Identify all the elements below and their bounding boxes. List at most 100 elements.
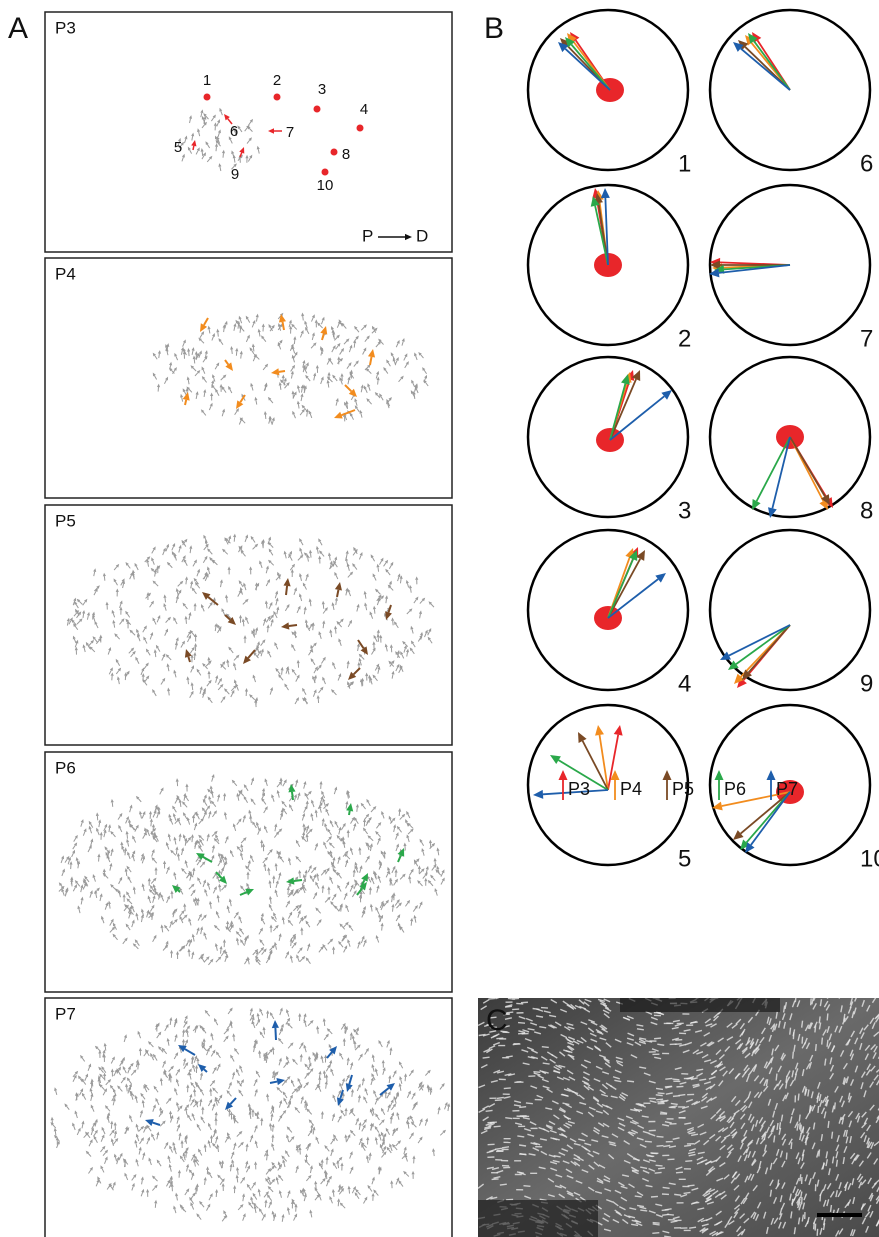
hair-arrow — [185, 860, 188, 868]
arrow-shaft — [92, 649, 95, 652]
hair-arrow — [410, 869, 414, 876]
arrow-head — [390, 644, 393, 648]
arrow-shaft — [252, 323, 254, 327]
hair-arrow — [207, 671, 210, 679]
arrow-head — [262, 788, 265, 792]
arrow-shaft — [320, 799, 322, 803]
hair-arrow — [334, 626, 337, 634]
arrow-head — [379, 860, 382, 864]
hair-arrow — [290, 564, 295, 570]
cell-streak — [657, 1136, 664, 1137]
arrow-shaft — [104, 833, 105, 837]
hair-arrow — [236, 937, 239, 945]
hair-arrow — [249, 694, 255, 700]
arrow-shaft — [274, 834, 277, 838]
arrow-shaft — [157, 814, 159, 818]
arrow-shaft — [110, 929, 113, 932]
hair-arrow — [181, 847, 184, 855]
arrow-shaft — [298, 859, 301, 862]
hair-arrow — [384, 560, 389, 567]
hair-arrow — [182, 914, 188, 920]
arrow-shaft — [428, 631, 430, 635]
hair-arrow — [389, 562, 393, 569]
arrow-shaft — [242, 856, 243, 860]
hair-arrow — [292, 390, 295, 398]
cell-streak — [717, 995, 723, 998]
arrow-head — [302, 360, 305, 364]
arrow-shaft — [419, 904, 421, 908]
arrow-shaft — [383, 814, 385, 818]
arrow-shaft — [334, 377, 337, 381]
hair-arrow — [243, 635, 246, 643]
hair-arrow — [126, 923, 131, 930]
hair-arrow — [143, 625, 147, 632]
arrow-head — [224, 812, 227, 816]
hair-arrow — [250, 383, 253, 391]
arrow-shaft — [301, 388, 302, 392]
arrow-shaft — [84, 648, 85, 652]
arrow-shaft — [73, 887, 75, 891]
arrow-head — [165, 941, 168, 945]
arrow-head — [271, 794, 274, 798]
arrow-shaft — [186, 942, 188, 946]
arrow-shaft — [420, 614, 421, 618]
arrow-head — [175, 846, 178, 850]
arrow-shaft — [276, 883, 277, 887]
hair-arrow — [277, 790, 280, 798]
arrow-shaft — [312, 816, 313, 820]
arrow-shaft — [298, 843, 300, 847]
hair-arrow — [133, 886, 136, 894]
hair-arrow — [80, 897, 83, 905]
arrow-shaft — [172, 546, 174, 550]
arrow-head — [181, 347, 184, 351]
hair-arrow — [247, 126, 253, 132]
arrow-shaft — [213, 875, 216, 879]
hair-arrow — [284, 551, 287, 559]
arrow-shaft — [346, 554, 347, 558]
arrow-shaft — [295, 634, 296, 638]
hair-arrow — [263, 857, 268, 863]
hair-arrow — [230, 850, 233, 857]
arrow-shaft — [248, 158, 250, 162]
hair-arrow — [211, 774, 214, 782]
hair-arrow — [270, 687, 273, 695]
arrow-shaft — [116, 670, 119, 674]
arrow-head — [265, 600, 268, 604]
arrow-shaft — [205, 577, 207, 581]
arrow-shaft — [258, 149, 259, 153]
arrow-shaft — [155, 653, 156, 657]
hair-arrow — [239, 615, 242, 623]
hair-arrow — [348, 571, 353, 577]
cell-streak — [502, 1147, 509, 1148]
arrow-shaft — [339, 830, 340, 834]
arrow-shaft — [275, 594, 276, 598]
hair-arrow — [188, 918, 191, 926]
arrow-head — [282, 374, 285, 378]
hair-arrow — [139, 811, 142, 819]
arrow-shaft — [217, 122, 219, 126]
arrow-shaft — [238, 324, 239, 328]
hair-arrow — [329, 876, 332, 883]
arrow-shaft — [389, 565, 391, 569]
arrow-shaft — [222, 412, 223, 416]
hair-arrow — [231, 690, 235, 697]
arrow-head — [193, 652, 196, 656]
arrow-shaft — [375, 638, 377, 642]
hair-arrow — [245, 865, 250, 871]
arrow-head — [367, 383, 370, 387]
cell-streak — [656, 1095, 663, 1096]
hair-arrow — [269, 904, 272, 911]
arrow-shaft — [224, 389, 227, 393]
arrow-shaft — [237, 941, 238, 945]
arrow-shaft — [304, 691, 306, 695]
arrow-shaft — [319, 949, 322, 953]
arrow-shaft — [94, 591, 96, 595]
arrow-shaft — [386, 647, 387, 651]
panel-box — [45, 12, 452, 252]
arrow-head — [262, 843, 265, 847]
arrow-shaft — [365, 830, 368, 834]
arrow-shaft — [271, 551, 273, 555]
arrow-head — [330, 561, 333, 565]
arrow-shaft — [311, 345, 314, 348]
cell-streak — [645, 1141, 652, 1142]
